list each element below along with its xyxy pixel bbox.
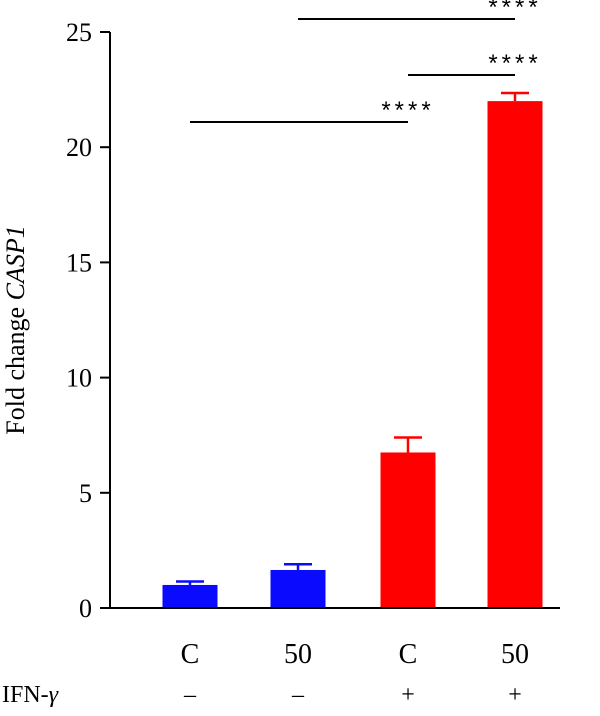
- y-axis-label-gene: CASP1: [1, 225, 30, 300]
- error-bars: [176, 91, 529, 585]
- bars: [162, 101, 543, 609]
- treatment-label-symbol: γ: [49, 682, 59, 708]
- treatment-label: IFN-γ: [2, 682, 59, 708]
- y-tick-label: 10: [66, 364, 92, 393]
- bar-4: [487, 101, 543, 609]
- y-tick-label: 5: [79, 479, 92, 508]
- y-tick-label: 20: [66, 133, 92, 162]
- significance-annotations: **** **** ****: [190, 0, 541, 124]
- treatment-value-4: +: [508, 682, 522, 708]
- category-label-2: 50: [284, 639, 312, 670]
- category-label-3: C: [399, 639, 418, 670]
- bar-3: [380, 452, 436, 608]
- y-axis-label-prefix: Fold change: [1, 300, 30, 434]
- bar-2: [270, 569, 326, 608]
- significance-label-3: ****: [488, 0, 541, 21]
- category-label-4: 50: [501, 639, 529, 670]
- y-tick-label: 25: [66, 18, 92, 47]
- y-tick-label: 0: [79, 594, 92, 623]
- category-label-1: C: [181, 639, 200, 670]
- treatment-value-3: +: [401, 682, 415, 708]
- y-axis-label: Fold change CASP1: [1, 225, 30, 434]
- treatment-value-1: –: [183, 682, 197, 708]
- category-labels: C 50 C 50: [181, 639, 529, 670]
- bar-1: [162, 584, 218, 608]
- y-tick-label: 15: [66, 248, 92, 277]
- significance-label-1: ****: [381, 97, 434, 124]
- treatment-row: IFN-γ – – + +: [2, 682, 522, 708]
- treatment-label-text: IFN-: [2, 682, 49, 708]
- treatment-value-2: –: [291, 682, 305, 708]
- y-axis: 0 5 10 15 20 25: [66, 18, 111, 623]
- significance-label-2: ****: [488, 50, 541, 77]
